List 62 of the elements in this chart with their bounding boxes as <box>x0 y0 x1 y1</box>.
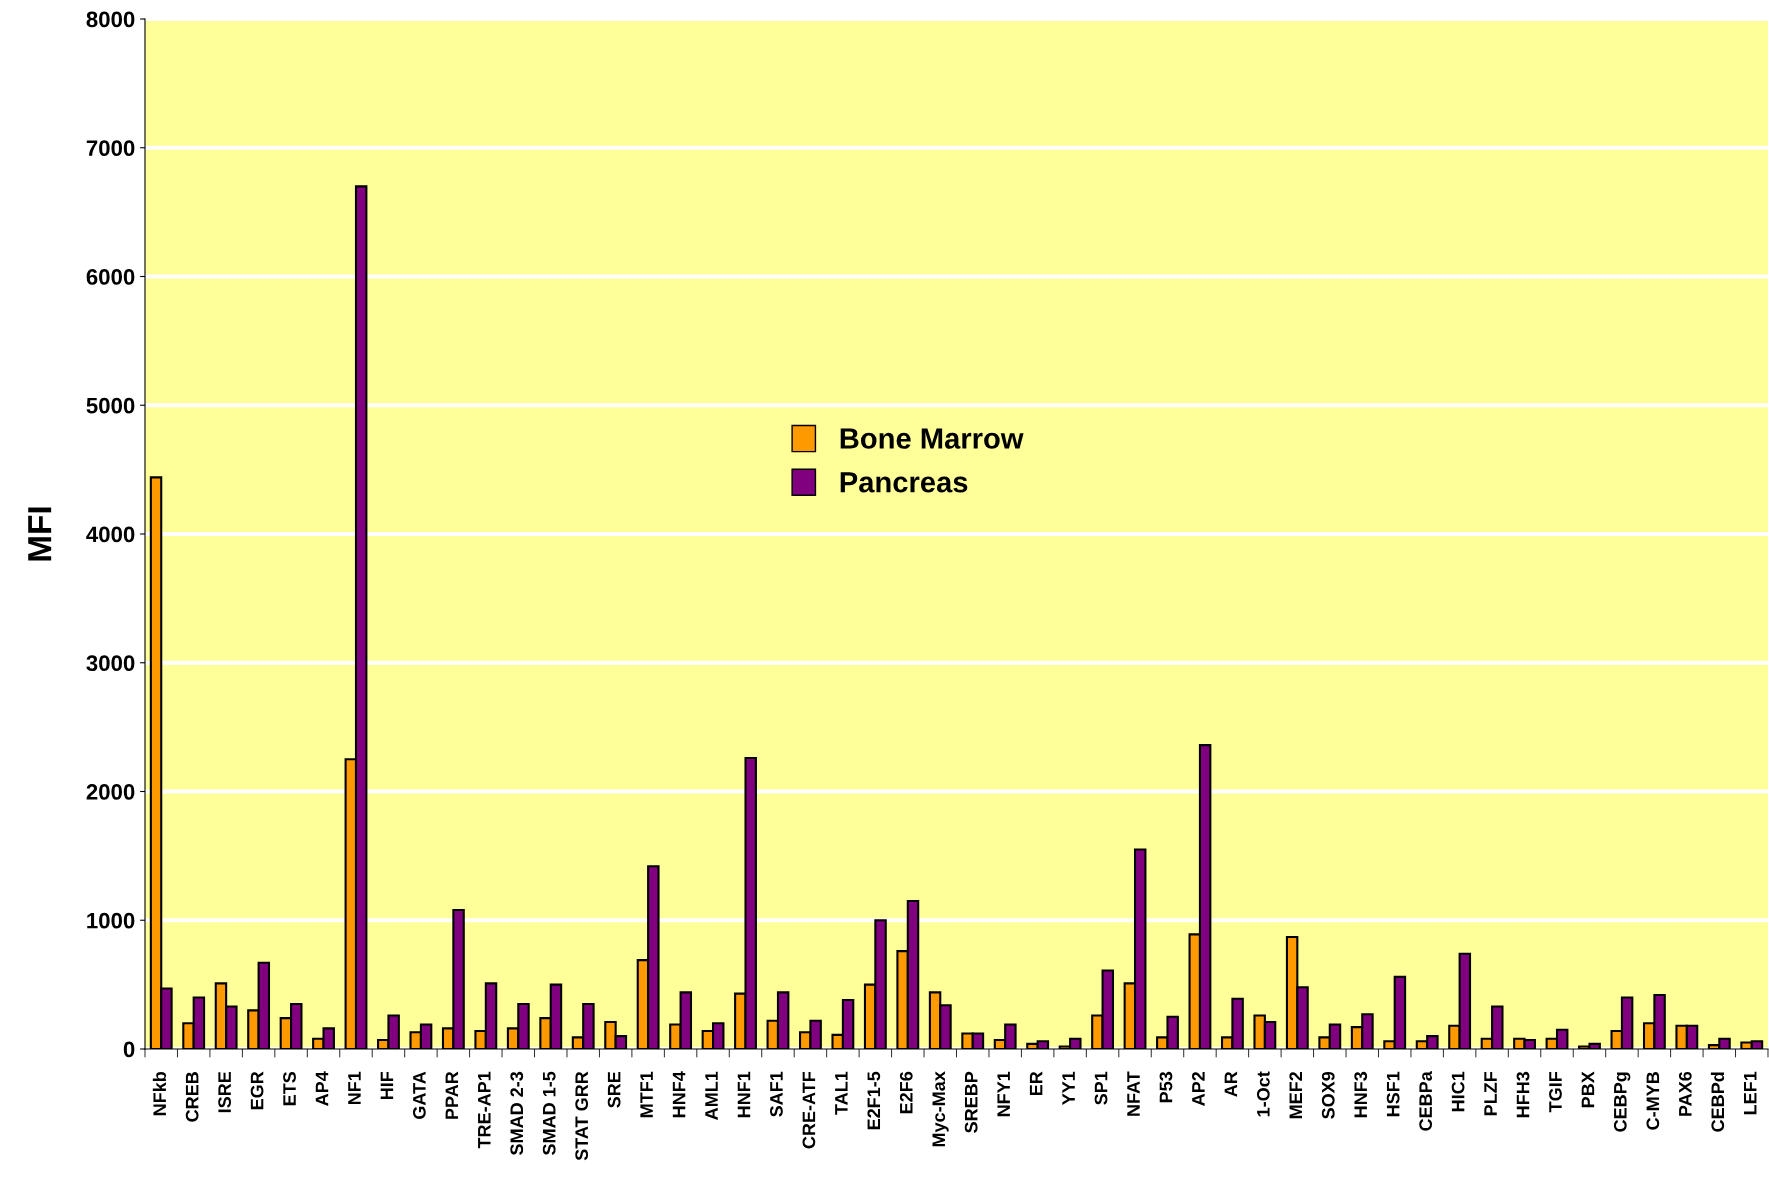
x-tick-label: PLZF <box>1484 1071 1497 1116</box>
x-tick-label: P53 <box>1159 1071 1173 1103</box>
x-tick-label: SRE <box>607 1071 621 1108</box>
x-tick-label: CRE-ATF <box>802 1071 816 1149</box>
x-tick-label: AML1 <box>705 1071 718 1120</box>
x-tick-label: SREBP <box>964 1071 978 1133</box>
x-tick-label: NFY1 <box>997 1071 1010 1117</box>
x-tick-label: HNF3 <box>1354 1071 1368 1118</box>
y-tick-label: 1000 <box>87 912 135 929</box>
x-tick-label: NF1 <box>348 1071 361 1105</box>
x-tick-label: TGIF <box>1549 1071 1562 1113</box>
legend-label: Bone Marrow <box>840 428 1024 449</box>
x-tick-label: PPAR <box>445 1071 459 1119</box>
y-tick-label: 0 <box>123 1041 135 1058</box>
x-tick-label: TRE-AP1 <box>478 1071 491 1149</box>
x-tick-label: HIF <box>380 1071 394 1100</box>
x-tick-label: CEBPg <box>1613 1072 1631 1132</box>
x-tick-label: TAL1 <box>835 1071 848 1115</box>
x-tick-label: SAF1 <box>770 1071 783 1117</box>
x-tick-label: NFAT <box>1127 1071 1140 1116</box>
x-tick-label: YY1 <box>1062 1071 1075 1106</box>
y-tick-label: 4000 <box>86 526 135 543</box>
x-tick-label: NFkb <box>152 1071 167 1116</box>
x-tick-label: MEF2 <box>1289 1071 1302 1119</box>
x-tick-label: SP1 <box>1094 1071 1108 1105</box>
y-tick-label: 6000 <box>86 269 135 285</box>
x-tick-label: PBX <box>1581 1071 1595 1108</box>
x-tick-label: E2F6 <box>899 1071 913 1114</box>
x-tick-label: HFH3 <box>1516 1071 1530 1118</box>
x-tick-label: ER <box>1029 1071 1043 1096</box>
x-tick-label: SMAD 2-3 <box>510 1071 524 1155</box>
x-tick-label: AP2 <box>1192 1071 1205 1106</box>
y-axis-title: MFI <box>28 507 52 561</box>
x-tick-label: ETS <box>283 1071 296 1106</box>
x-tick-label: HIC1 <box>1451 1071 1465 1112</box>
x-tick-label: E2F1-5 <box>867 1071 881 1130</box>
y-tick-label: 2000 <box>86 784 135 800</box>
y-tick-label: 3000 <box>86 655 135 672</box>
x-tick-label: 1-Oct <box>1256 1071 1270 1117</box>
y-tick-label: 8000 <box>86 11 135 28</box>
y-tick-label: 7000 <box>86 140 135 157</box>
x-tick-label: HNF1 <box>737 1071 751 1118</box>
x-tick-label: HSF1 <box>1386 1071 1400 1117</box>
x-tick-label: STAT GRR <box>575 1071 589 1161</box>
x-tick-label: C-MYB <box>1646 1072 1660 1130</box>
x-tick-label: AP4 <box>315 1071 329 1106</box>
x-tick-label: SOX9 <box>1321 1071 1335 1119</box>
x-tick-label: AR <box>1224 1071 1238 1097</box>
x-tick-label: Myc-Max <box>932 1071 949 1147</box>
y-tick-label: 5000 <box>86 397 135 414</box>
x-tick-label: CEBPa <box>1419 1071 1433 1131</box>
x-tick-label: CEBPd <box>1710 1072 1725 1132</box>
x-tick-label: LEF1 <box>1744 1071 1757 1115</box>
x-tick-label: SMAD 1-5 <box>542 1071 556 1155</box>
x-tick-label: ISRE <box>218 1071 231 1113</box>
x-tick-label: HNF4 <box>672 1071 686 1118</box>
x-tick-label: CREB <box>185 1072 199 1122</box>
x-tick-label: PAX6 <box>1678 1071 1692 1116</box>
legend-label: Pancreas <box>840 472 968 493</box>
x-tick-label: GATA <box>412 1071 426 1119</box>
x-tick-label: MTF1 <box>640 1071 653 1118</box>
x-tick-label: EGR <box>250 1071 264 1110</box>
